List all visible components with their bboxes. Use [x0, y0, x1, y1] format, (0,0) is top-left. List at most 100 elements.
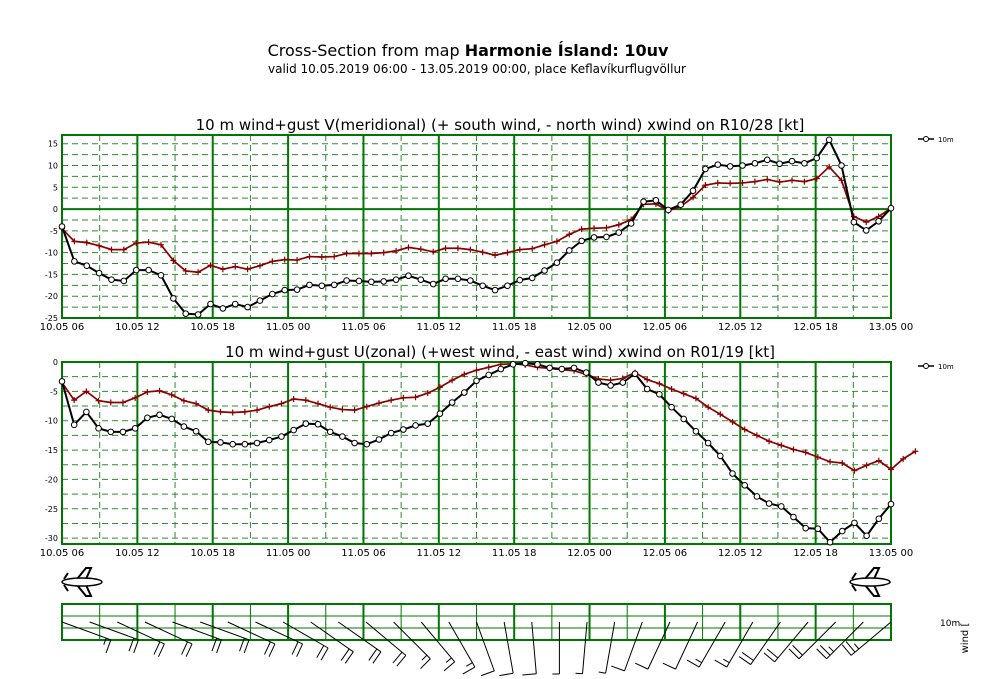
data-point-gust [281, 256, 288, 263]
legend-label: 10m [938, 363, 954, 371]
data-point-gust [157, 241, 164, 248]
data-point-10m [777, 503, 785, 510]
data-point-gust [207, 262, 214, 269]
wind-barb [662, 621, 699, 670]
wind-barb [575, 621, 588, 675]
barb-flag [686, 659, 700, 668]
y-tick-label: -20 [45, 475, 58, 484]
wind-barb [522, 621, 537, 676]
data-point-gust [219, 266, 226, 273]
data-point-gust [318, 254, 325, 260]
x-tick-label: 10.05 18 [190, 548, 235, 559]
data-point-10m [473, 377, 480, 385]
data-point-10m [590, 234, 598, 241]
data-point-10m [652, 197, 660, 204]
wind-barb [172, 621, 222, 654]
barb-shaft [850, 621, 892, 656]
barb-half-flag [598, 671, 606, 674]
data-point-gust [753, 432, 760, 439]
data-point-gust [789, 177, 796, 184]
data-point-gust [705, 404, 712, 411]
x-tick-label: 12.05 18 [793, 322, 838, 333]
y-tick-label: -20 [45, 292, 58, 301]
title-bold: Harmonie Ísland: 10uv [465, 41, 669, 60]
data-point-gust [380, 249, 387, 256]
data-point-10m [217, 439, 224, 446]
barb-flag [185, 643, 193, 657]
data-point-10m [194, 311, 202, 318]
data-point-10m [521, 359, 529, 367]
data-point-10m [120, 277, 128, 285]
data-point-10m [424, 420, 432, 427]
x-tick-label: 13.05 00 [869, 548, 914, 559]
data-point-gust [182, 267, 189, 274]
legend-marker [923, 136, 929, 142]
barb-shaft [647, 621, 671, 670]
barb-shaft [798, 621, 837, 660]
data-point-10m [83, 262, 91, 270]
data-point-gust [193, 400, 200, 407]
data-point-10m [241, 440, 249, 448]
barb-half-flag [695, 658, 702, 664]
data-point-gust [529, 245, 536, 252]
data-point-10m [314, 420, 322, 428]
barb-shaft [255, 621, 303, 645]
barb-flag [153, 641, 161, 655]
data-point-gust [107, 399, 114, 406]
data-point-10m [692, 427, 700, 435]
data-point-10m [814, 525, 822, 533]
data-point-10m [144, 414, 151, 422]
data-point-10m [578, 237, 585, 245]
data-point-10m [677, 201, 684, 209]
data-point-gust [144, 388, 151, 395]
data-point-gust [776, 179, 783, 186]
data-point-gust [405, 244, 412, 251]
data-point-gust [133, 240, 140, 247]
wind-barb [227, 621, 276, 657]
data-point-gust [269, 258, 276, 265]
data-point-10m [619, 379, 627, 386]
barb-flag [499, 672, 514, 677]
data-point-gust [168, 391, 175, 398]
data-point-gust [717, 411, 724, 418]
data-point-gust [813, 175, 820, 182]
barb-shaft [420, 621, 456, 663]
barb-flag [211, 637, 218, 652]
data-point-gust [119, 399, 126, 406]
chart2-title: 10 m wind+gust U(zonal) (+west wind, - e… [225, 343, 775, 361]
data-point-gust [232, 263, 239, 270]
data-point-10m [58, 223, 66, 230]
wind-axis-label: wind [ [960, 623, 971, 654]
data-point-10m [368, 278, 375, 286]
data-point-gust [615, 221, 622, 228]
data-point-10m [631, 370, 639, 378]
data-point-10m [119, 428, 127, 436]
data-point-10m [516, 276, 524, 284]
barb-flag [268, 643, 276, 657]
data-point-10m [553, 259, 561, 266]
wind-barb [598, 621, 616, 674]
barb-flag [316, 645, 325, 658]
barb-flag [133, 639, 139, 654]
data-point-gust [541, 241, 548, 248]
data-point-gust [690, 194, 697, 201]
barb-flag [296, 643, 304, 657]
data-point-10m [534, 361, 541, 368]
barb-shaft [117, 621, 165, 645]
data-point-gust [454, 245, 461, 252]
barb-flag [340, 648, 350, 661]
data-point-gust [132, 394, 139, 401]
airplane-icon [849, 567, 891, 597]
data-point-10m [565, 247, 573, 254]
wind-barb [61, 621, 112, 654]
data-point-10m [763, 156, 771, 164]
barb-flag [216, 639, 222, 654]
wind-barb [686, 621, 726, 668]
data-point-10m [95, 425, 102, 432]
y-tick-label: -10 [45, 249, 58, 258]
data-point-10m [95, 269, 103, 277]
barb-flag [443, 661, 455, 672]
data-point-10m [664, 206, 672, 214]
data-point-10m [71, 258, 78, 265]
